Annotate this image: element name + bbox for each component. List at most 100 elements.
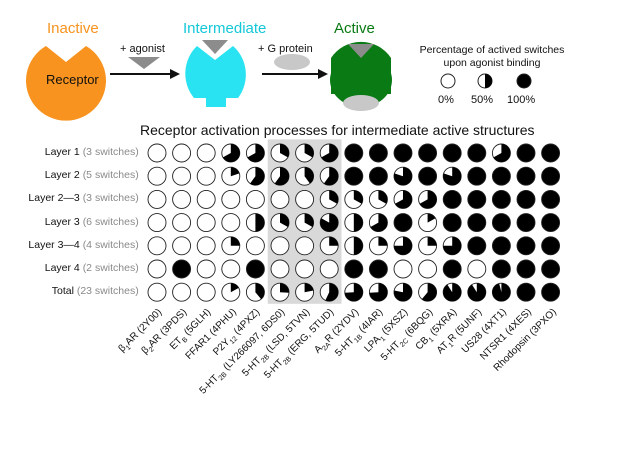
row-name: Layer 3 [44,215,83,228]
switch-pie-r6-c1 [172,282,192,302]
switch-pie-r5-c10 [393,259,413,279]
switch-pie-r0-c14 [491,143,511,163]
row-name: Layer 2 [44,169,83,182]
switch-pie-r2-c4 [245,189,265,209]
switch-pie-r0-c10 [393,143,413,163]
switch-pie-r2-c14 [491,189,511,209]
row-label: Layer 4 (2 switches) [0,262,139,274]
switch-pie-r5-c12 [442,259,462,279]
switch-pie-r3-c3 [221,213,241,233]
switch-pie-r0-c15 [516,143,536,163]
intermediate-agonist [202,40,228,54]
switch-pie-r5-c9 [368,259,388,279]
switch-pie-r3-c1 [172,213,192,233]
row-name: Layer 2—3 [28,192,83,205]
row-note: (3 switches) [82,146,139,158]
switch-pie-r1-c2 [196,166,216,186]
switch-pie-r3-c4 [245,213,265,233]
row-note: (2 switches) [82,262,139,274]
row-note: (5 switches) [82,169,139,182]
gprotein-label: + G protein [258,43,313,55]
switch-pie-r3-c11 [418,213,438,233]
switch-pie-r1-c4 [245,166,265,186]
switch-pie-r3-c14 [491,213,511,233]
active-label: Active [334,20,375,37]
switch-pie-r6-c15 [516,282,536,302]
agonist-arrowhead [170,69,180,79]
switch-pie-r2-c13 [467,189,487,209]
row-label: Total (23 switches) [0,285,139,297]
activation-schematic [26,40,532,121]
switch-pie-r5-c13 [467,259,487,279]
legend-label-0: 0% [438,94,454,106]
switch-pie-r0-c7 [319,143,339,163]
switch-pie-r6-c9 [368,282,388,302]
legend-circle-100 [516,73,532,89]
legend-title: Percentage of actived switches upon agon… [419,44,565,69]
switch-pie-r3-c8 [344,213,364,233]
switch-pie-r2-c2 [196,189,216,209]
switch-pie-r0-c12 [442,143,462,163]
switch-pie-r4-c4 [245,236,265,256]
switch-pie-r2-c9 [368,189,388,209]
active-gprotein [343,95,379,111]
switch-pie-r4-c8 [344,236,364,256]
switch-pie-r0-c16 [541,143,561,163]
switch-pie-r5-c1 [172,259,192,279]
switch-pie-r1-c6 [295,166,315,186]
switch-pie-r0-c8 [344,143,364,163]
active-receptor-body [330,53,392,107]
switch-pie-r6-c0 [147,282,167,302]
switch-pie-r3-c15 [516,213,536,233]
switch-pie-r4-c7 [319,236,339,256]
row-name: Layer 3—4 [28,238,83,251]
switch-pie-r1-c16 [541,166,561,186]
switch-pie-r5-c8 [344,259,364,279]
switch-pie-r5-c3 [221,259,241,279]
switch-pie-r3-c5 [270,213,290,233]
switch-pie-r5-c11 [418,259,438,279]
switch-pie-r0-c0 [147,143,167,163]
switch-pie-r2-c15 [516,189,536,209]
switch-pie-r1-c13 [467,166,487,186]
switch-pie-r3-c2 [196,213,216,233]
switch-pie-r3-c16 [541,213,561,233]
row-note: (23 switches) [76,285,139,298]
gprotein-arrowhead [318,69,328,79]
switch-pie-r0-c11 [418,143,438,163]
switch-pie-r5-c0 [147,259,167,279]
row-name: Total [51,285,77,298]
switch-pie-r4-c15 [516,236,536,256]
switch-pie-r2-c6 [295,189,315,209]
switch-pie-r5-c4 [245,259,265,279]
switch-pie-r2-c7 [319,189,339,209]
switch-pie-r1-c10 [393,166,413,186]
switch-pie-r1-c14 [491,166,511,186]
switch-pie-r2-c16 [541,189,561,209]
row-label: Layer 1 (3 switches) [0,146,139,158]
switch-pie-r3-c12 [442,213,462,233]
inactive-receptor-shape [26,46,107,121]
row-label: Layer 2 (5 switches) [0,169,139,181]
agonist-label: + agonist [120,43,165,55]
row-note: (4 switches) [82,238,139,251]
switch-pie-r6-c3 [221,282,241,302]
switch-pie-r5-c14 [491,259,511,279]
intermediate-label: Intermediate [183,20,267,37]
switch-pie-r2-c3 [221,189,241,209]
legend-label-50: 50% [471,94,494,106]
switch-pie-r0-c2 [196,143,216,163]
switch-pie-r1-c5 [270,166,290,186]
row-name: Layer 4 [44,262,83,274]
switch-pie-r5-c6 [295,259,315,279]
switch-pie-r0-c9 [368,143,388,163]
switch-pie-r2-c5 [270,189,290,209]
switch-pie-r1-c1 [172,166,192,186]
switch-pie-r5-c7 [319,259,339,279]
switch-pie-r2-c1 [172,189,192,209]
switch-pie-r0-c13 [467,143,487,163]
switch-pie-r6-c2 [196,282,216,302]
switch-pie-r1-c3 [221,166,241,186]
switch-pie-r2-c11 [418,189,438,209]
row-label: Layer 2—3 (3 switches) [0,192,138,205]
